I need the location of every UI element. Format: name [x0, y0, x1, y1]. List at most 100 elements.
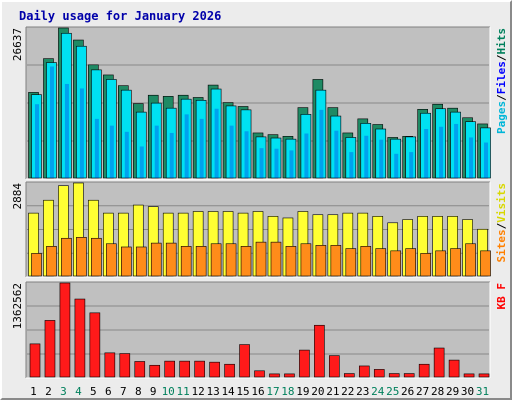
legend-entry: Hits [495, 28, 508, 55]
bar-files-day-31 [484, 142, 489, 178]
x-tick-label: 4 [75, 385, 82, 398]
legend-visits: Sites/Visits [495, 183, 508, 263]
bar-files-day-17 [274, 148, 279, 178]
bar-pages-day-28 [435, 108, 446, 179]
bar-files-day-23 [364, 135, 369, 178]
legend-kbytes: KB F [495, 283, 508, 310]
bar-sites-day-7 [121, 246, 132, 277]
bar-kbytes-day-17 [269, 373, 280, 378]
bar-kbytes-day-16 [254, 370, 265, 378]
bar-sites-day-8 [135, 246, 147, 277]
x-tick-label: 12 [192, 385, 205, 398]
x-tick-label: 18 [281, 385, 294, 398]
legend-entry: Pages [495, 101, 508, 134]
bar-sites-day-1 [31, 253, 42, 277]
bar-sites-day-6 [106, 243, 117, 277]
legend-entry: Sites [495, 229, 508, 262]
bar-kbytes-day-19 [299, 349, 310, 378]
x-tick-label: 1 [30, 385, 37, 398]
bar-pages-day-23 [360, 123, 372, 179]
bar-files-day-9 [154, 125, 159, 178]
legend-separator: / [495, 94, 508, 101]
bar-sites-day-22 [345, 248, 357, 277]
bar-sites-day-14 [225, 243, 237, 277]
x-tick-label: 21 [326, 385, 339, 398]
x-tick-label: 19 [296, 385, 309, 398]
x-tick-label: 24 [371, 385, 385, 398]
bar-files-day-19 [304, 133, 309, 178]
x-tick-label: 14 [221, 385, 235, 398]
bar-sites-day-31 [480, 250, 491, 277]
bar-kbytes-day-11 [179, 360, 190, 378]
bar-sites-day-28 [435, 250, 446, 277]
x-tick-label: 29 [446, 385, 459, 398]
bar-files-day-20 [319, 109, 324, 178]
bar-pages-day-14 [225, 105, 237, 179]
chart-title: Daily usage for January 2026 [19, 9, 221, 23]
bar-files-day-30 [469, 137, 474, 178]
x-tick-label: 26 [401, 385, 414, 398]
bar-sites-day-27 [420, 253, 431, 277]
bar-kbytes-day-23 [358, 365, 370, 378]
bar-pages-day-26 [405, 136, 416, 179]
bar-sites-day-26 [405, 248, 416, 277]
x-tick-label: 16 [251, 385, 264, 398]
bar-pages-day-16 [255, 136, 267, 179]
bar-files-day-26 [409, 152, 414, 178]
bar-pages-day-4 [76, 45, 87, 179]
bar-pages-day-18 [285, 138, 297, 179]
y-axis-max-label-kbytes: 1362562 [11, 283, 24, 329]
bar-files-day-7 [124, 131, 129, 178]
x-tick-label: 13 [206, 385, 219, 398]
bar-kbytes-day-26 [403, 373, 415, 378]
bar-pages-day-24 [375, 128, 387, 179]
bar-sites-day-15 [240, 246, 252, 277]
bar-files-day-29 [454, 123, 459, 178]
bar-pages-day-2 [46, 62, 57, 179]
bar-sites-day-9 [150, 242, 162, 277]
legend-hits: Pages/Files/Hits [495, 28, 508, 134]
x-tick-label: 31 [476, 385, 489, 398]
x-tick-label: 6 [105, 385, 112, 398]
bar-kbytes-day-12 [194, 360, 205, 378]
bar-kbytes-day-8 [134, 361, 146, 378]
legend-separator: / [495, 222, 508, 229]
bar-kbytes-day-10 [164, 360, 176, 378]
bar-sites-day-18 [285, 246, 297, 277]
bar-kbytes-day-29 [448, 359, 460, 378]
bar-sites-day-19 [300, 243, 312, 277]
bar-kbytes-day-30 [463, 373, 475, 378]
bar-sites-day-30 [465, 243, 476, 277]
bar-sites-day-13 [210, 243, 222, 277]
panel-visits: 2884 Sites/Visits [11, 181, 508, 278]
bar-sites-day-20 [315, 245, 327, 277]
bar-kbytes-day-5 [89, 312, 101, 378]
bar-kbytes-day-13 [209, 361, 220, 378]
bar-sites-day-5 [91, 237, 102, 277]
legend-separator: / [495, 54, 508, 61]
x-tick-label: 11 [177, 385, 190, 398]
bar-pages-day-27 [420, 112, 431, 179]
bar-sites-day-29 [450, 248, 461, 277]
bar-pages-day-30 [465, 121, 476, 179]
bar-files-day-13 [214, 108, 219, 178]
bar-kbytes-day-3 [59, 282, 71, 378]
bar-files-day-10 [169, 132, 174, 178]
bar-files-day-12 [199, 118, 204, 178]
bar-files-day-16 [259, 148, 264, 178]
bar-kbytes-day-4 [74, 298, 86, 378]
legend-entry: KB F [495, 283, 508, 310]
bar-pages-day-21 [330, 115, 342, 179]
bar-kbytes-day-24 [373, 369, 385, 378]
bar-kbytes-day-1 [29, 343, 41, 378]
bar-kbytes-day-6 [104, 352, 116, 378]
bar-kbytes-day-27 [418, 363, 430, 378]
bar-pages-day-20 [315, 89, 327, 179]
bar-pages-day-5 [91, 69, 102, 179]
bar-files-day-28 [439, 126, 444, 178]
bar-files-day-5 [94, 118, 99, 178]
bar-sites-day-2 [46, 246, 57, 277]
bar-pages-day-12 [195, 99, 207, 179]
bar-files-day-24 [379, 139, 384, 178]
bar-sites-day-4 [76, 237, 87, 277]
